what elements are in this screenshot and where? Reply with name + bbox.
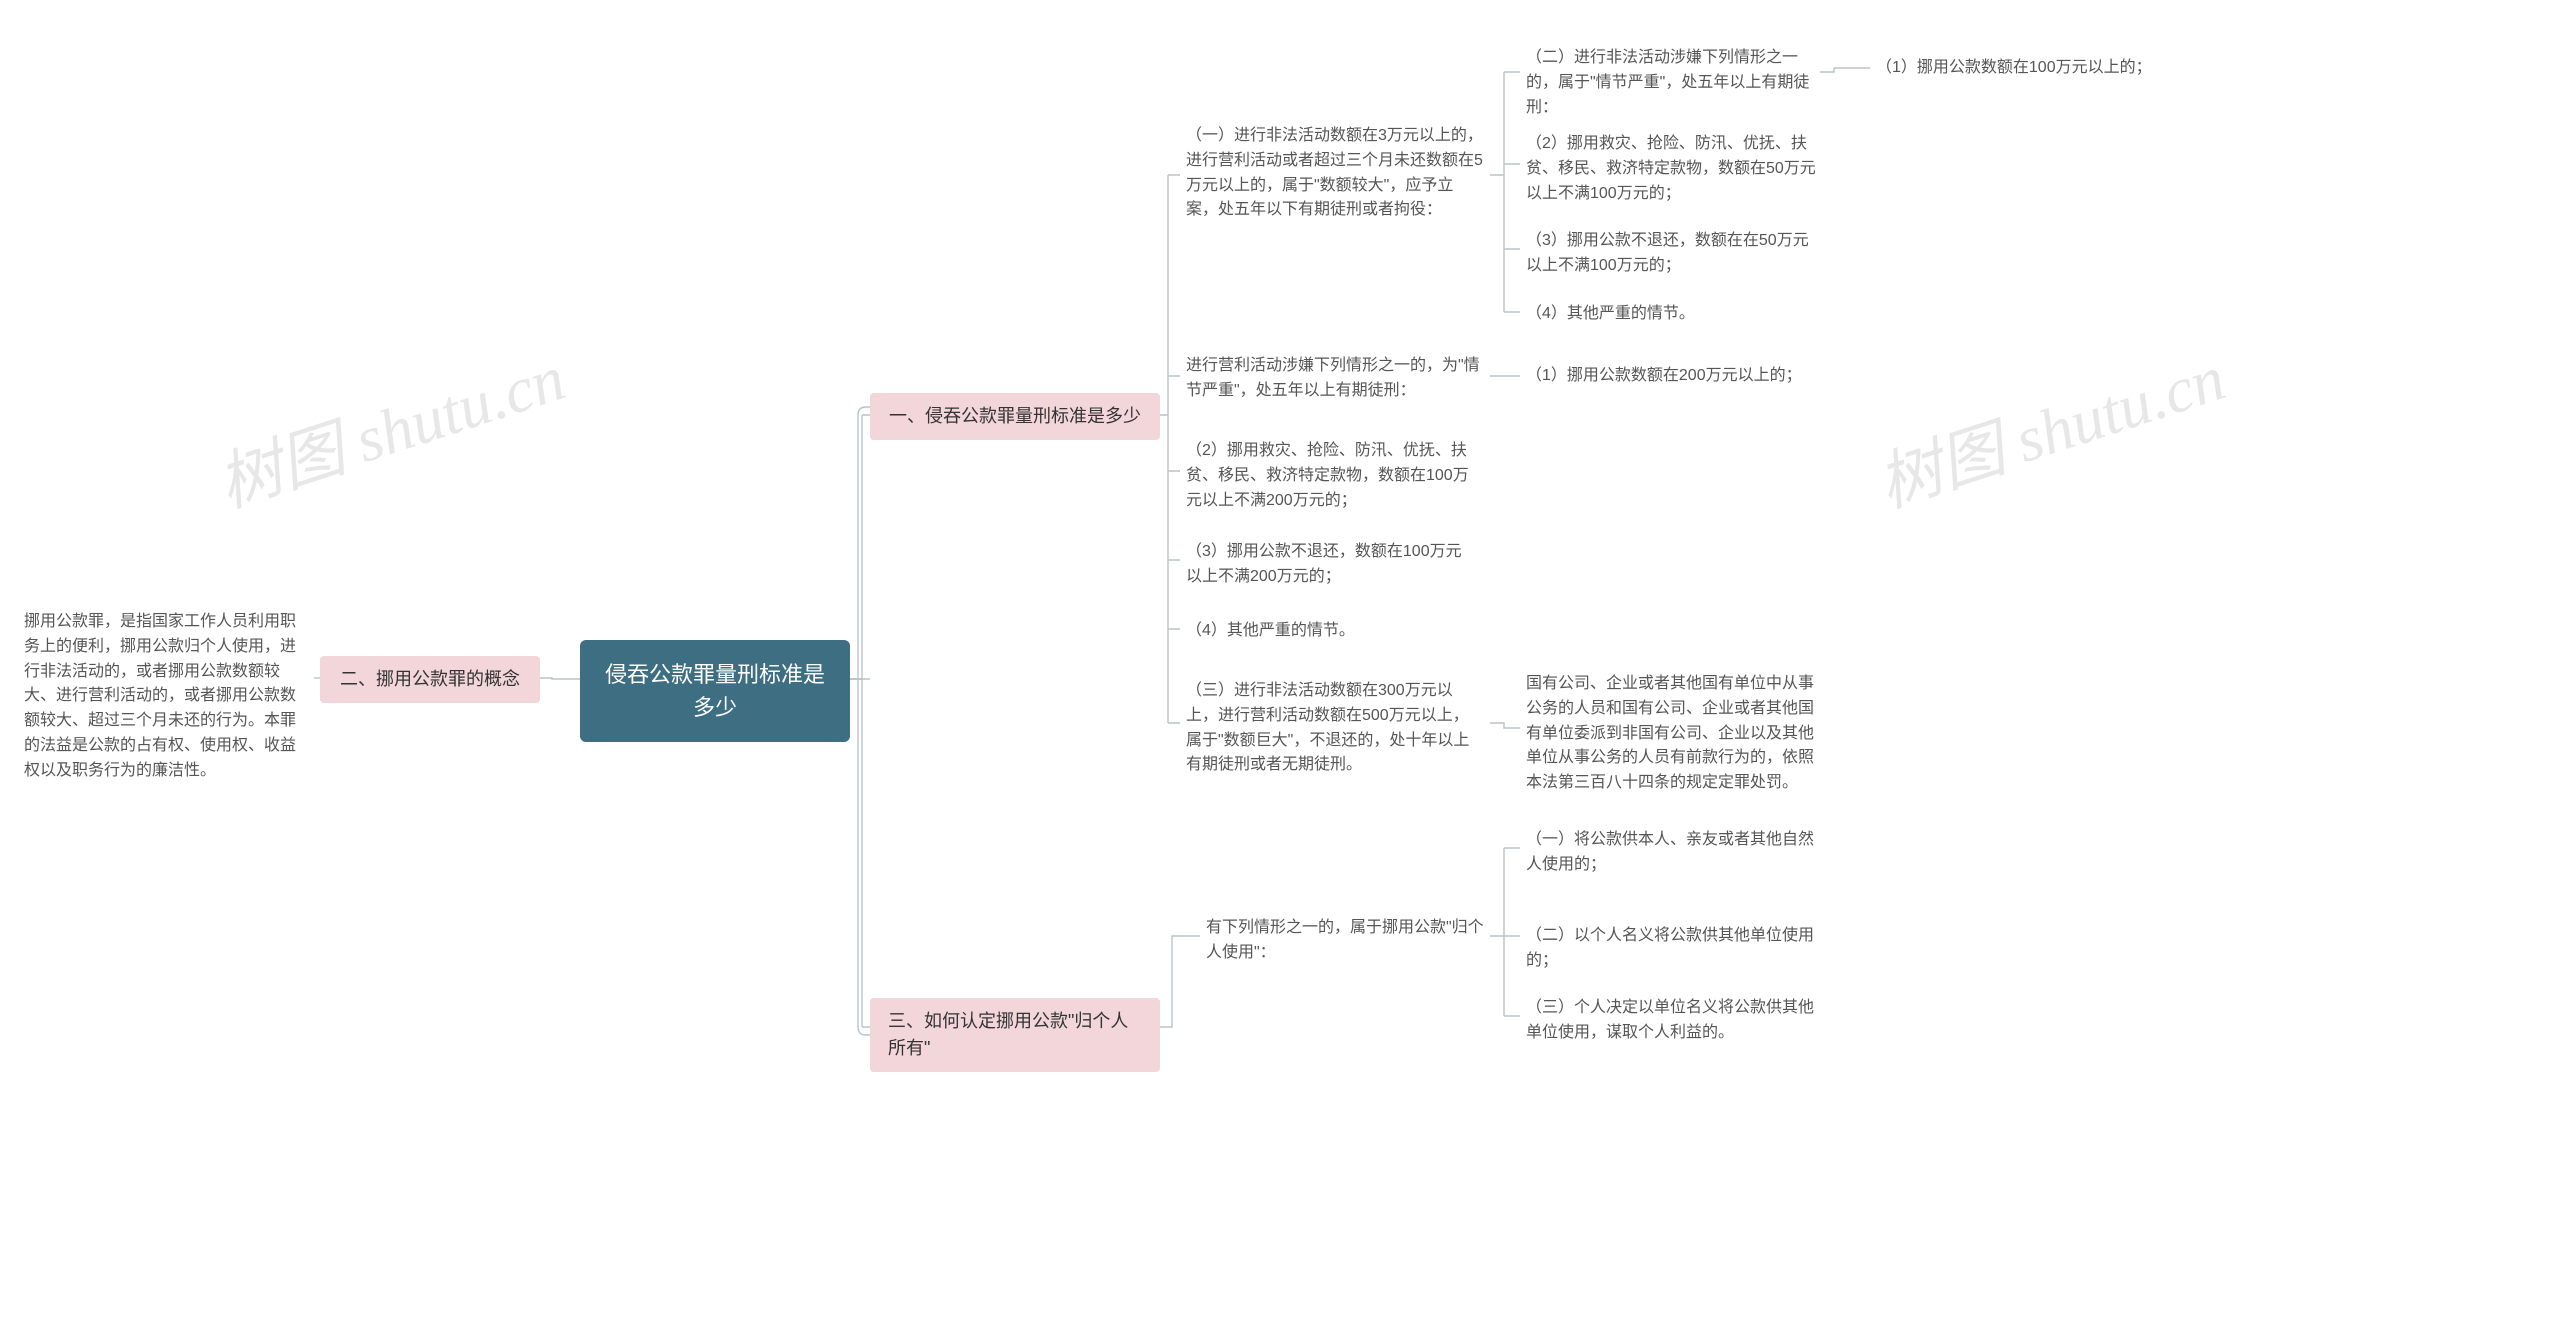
- branch-3-personal: 三、如何认定挪用公款"归个人所有": [870, 998, 1160, 1072]
- b1-c0-sub-1: （2）挪用救灾、抢险、防汛、优抚、扶贫、移民、救济特定款物，数额在50万元以上不…: [1520, 128, 1830, 210]
- b1-c0-sub-3: （4）其他严重的情节。: [1520, 298, 1770, 331]
- b3-c0-sub-2: （三）个人决定以单位名义将公款供其他单位使用，谋取个人利益的。: [1520, 992, 1820, 1050]
- branch-2-leaf: 挪用公款罪，是指国家工作人员利用职务上的便利，挪用公款归个人使用，进行非法活动的…: [18, 606, 311, 788]
- b1-c0-sub-0: （二）进行非法活动涉嫌下列情形之一的，属于"情节严重"，处五年以上有期徒刑：: [1520, 42, 1820, 124]
- b1-child-4: （4）其他严重的情节。: [1180, 615, 1430, 648]
- b3-c0-sub-0: （一）将公款供本人、亲友或者其他自然人使用的；: [1520, 824, 1820, 882]
- b1-child-3: （3）挪用公款不退还，数额在100万元以上不满200万元的；: [1180, 536, 1480, 594]
- b1-child-5: （三）进行非法活动数额在300万元以上，进行营利活动数额在500万元以上，属于"…: [1180, 675, 1490, 782]
- b1-c1-sub-0: （1）挪用公款数额在200万元以上的；: [1520, 360, 1820, 393]
- b3-c0-sub-1: （二）以个人名义将公款供其他单位使用的；: [1520, 920, 1820, 978]
- b1-c0-sub-2: （3）挪用公款不退还，数额在在50万元以上不满100万元的；: [1520, 225, 1820, 283]
- b1-c0-s0-leaf: （1）挪用公款数额在100万元以上的；: [1870, 52, 2170, 85]
- watermark-1: 树图 shutu.cn: [205, 327, 575, 525]
- b1-c5-sub-0: 国有公司、企业或者其他国有单位中从事公务的人员和国有公司、企业或者其他国有单位委…: [1520, 668, 1830, 800]
- branch-2-concept: 二、挪用公款罪的概念: [320, 656, 540, 703]
- watermark-2: 树图 shutu.cn: [1865, 327, 2235, 525]
- branch-1-standard: 一、侵吞公款罪量刑标准是多少: [870, 393, 1160, 440]
- b3-child-0: 有下列情形之一的，属于挪用公款"归个人使用"：: [1200, 912, 1490, 970]
- b1-child-2: （2）挪用救灾、抢险、防汛、优抚、扶贫、移民、救济特定款物，数额在100万元以上…: [1180, 435, 1490, 517]
- root-node: 侵吞公款罪量刑标准是多少: [580, 640, 850, 742]
- b1-child-1: 进行营利活动涉嫌下列情形之一的，为"情节严重"，处五年以上有期徒刑：: [1180, 350, 1490, 408]
- b1-child-0: （一）进行非法活动数额在3万元以上的，进行营利活动或者超过三个月未还数额在5万元…: [1180, 120, 1490, 227]
